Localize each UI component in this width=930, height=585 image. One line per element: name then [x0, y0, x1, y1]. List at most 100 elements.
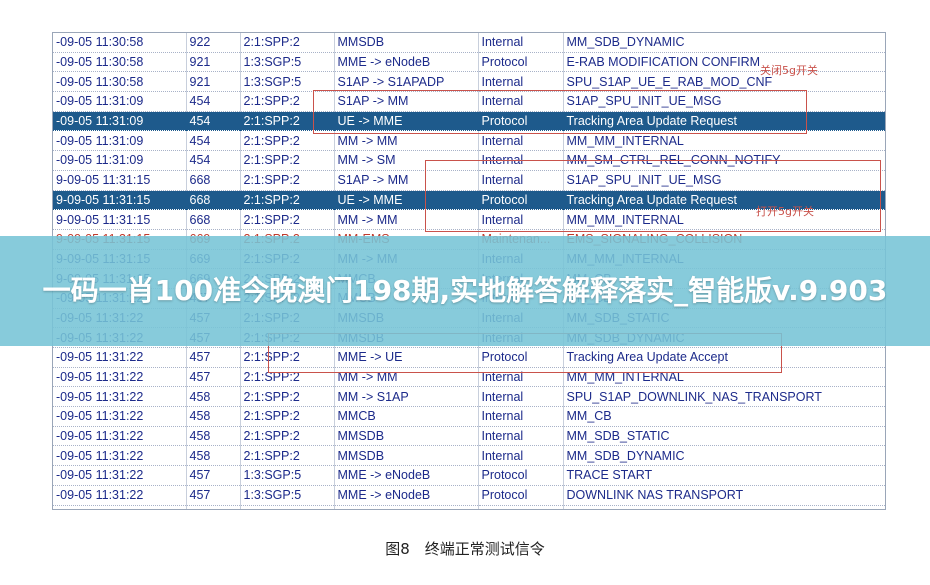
cell-message: DOWNLINK NAS TRANSPORT — [563, 485, 885, 506]
cell-type: Internal — [478, 209, 564, 230]
cell-id: 457 — [186, 347, 241, 368]
cell-type: Internal — [478, 170, 564, 191]
cell-direction: S1AP -> MM — [334, 91, 479, 112]
cell-direction: MM -> MM — [334, 130, 479, 152]
cell-direction: MMSDB — [334, 426, 479, 447]
cell-id: 668 — [186, 190, 241, 211]
cell-time: -09-05 11:31:09 — [53, 130, 187, 152]
cell-type: Protocol — [478, 485, 564, 506]
cell-direction: UE -> MME — [334, 190, 479, 211]
cell-time: -09-05 11:31:22 — [53, 426, 187, 447]
cell-type: Internal — [478, 367, 564, 388]
table-row[interactable]: -09-05 11:30:58 921 1:3:SGP:5 MME -> eNodeB… — [53, 52, 885, 73]
table-row[interactable]: -09-05 11:31:22 458 2:1:SPP:2 MM -> S1AP Int… — [53, 386, 885, 408]
cell-direction: MME -> eNodeB — [334, 485, 479, 506]
cell-id: 454 — [186, 150, 241, 171]
cell-id: 454 — [186, 111, 241, 132]
table-row[interactable]: 9-09-05 11:31:15 668 2:1:SPP:2 MM -> MM Inte… — [53, 209, 885, 230]
cell-direction: S1APADP -> SCTP — [334, 505, 479, 509]
cell-message: MM_SDB_DYNAMIC — [563, 33, 885, 53]
table-row[interactable]: -09-05 11:30:58 922 2:1:SPP:2 MMSDB Internal… — [53, 33, 885, 53]
cell-id: 458 — [186, 406, 241, 427]
cell-port: 2:1:SPP:2 — [240, 386, 335, 408]
cell-type: Internal — [478, 406, 564, 427]
cell-time: -09-05 11:31:09 — [53, 111, 187, 132]
table-row[interactable]: -09-05 11:31:22 457 1:3:SGP:5 MME -> eNodeB… — [53, 485, 885, 506]
cell-type: Internal — [478, 91, 564, 112]
cell-port: 2:1:SPP:2 — [240, 111, 335, 132]
cell-port: 2:1:SPP:2 — [240, 130, 335, 152]
cell-type: Internal — [478, 150, 564, 171]
cell-time: -09-05 11:31:22 — [53, 367, 187, 388]
cell-id: 457 — [186, 465, 241, 486]
cell-message: S1AP_SPU_INIT_UE_MSG — [563, 170, 885, 191]
cell-port: 2:1:SPP:2 — [240, 190, 335, 211]
cell-time: -09-05 11:31:22 — [53, 386, 187, 408]
table-row[interactable]: -09-05 11:31:22 457 1:3:SGP:5 MME -> eNodeB… — [53, 465, 885, 486]
cell-direction: MMSDB — [334, 33, 479, 53]
cell-type: Protocol — [478, 190, 564, 211]
table-row[interactable]: -09-05 11:31:09 454 2:1:SPP:2 MM -> SM Inter… — [53, 150, 885, 171]
table-row[interactable]: -09-05 11:30:58 921 1:3:SGP:5 S1AP -> S1APA… — [53, 71, 885, 93]
cell-message: E-RAB MODIFICATION CONFIRM — [563, 52, 885, 73]
cell-type: Protocol — [478, 111, 564, 132]
cell-message: Tracking Area Update Accept — [563, 347, 885, 368]
cell-direction: UE -> MME — [334, 111, 479, 132]
cell-direction: MME -> eNodeB — [334, 465, 479, 486]
cell-message: SPU_S1AP_UE_E_RAB_MOD_CNF — [563, 71, 885, 93]
cell-id: 921 — [186, 52, 241, 73]
cell-port: 1:3:SGP:5 — [240, 505, 335, 509]
cell-time: -09-05 11:30:58 — [53, 52, 187, 73]
cell-id: 922 — [186, 33, 241, 53]
table-row[interactable]: -09-05 11:31:22 458 2:1:SPP:2 MMSDB Internal… — [53, 445, 885, 467]
banner-title: 一码一肖100准今晚澳门198期,实地解答解释落实_智能版v.9.903 — [42, 274, 888, 307]
cell-type: Internal — [478, 33, 564, 53]
cell-time: -09-05 11:31:22 — [53, 465, 187, 486]
table-row[interactable]: -09-05 11:31:09 454 2:1:SPP:2 MM -> MM Inter… — [53, 130, 885, 152]
table-row[interactable]: -09-05 11:31:09 454 2:1:SPP:2 UE -> MME Prot… — [53, 111, 885, 132]
cell-time: -09-05 11:31:22 — [53, 406, 187, 427]
cell-time: 9-09-05 11:31:15 — [53, 209, 187, 230]
annotation-5g-on: 打开5g开关 — [756, 205, 814, 218]
cell-id: 668 — [186, 170, 241, 191]
cell-direction: MM -> MM — [334, 209, 479, 230]
table-row[interactable]: 9-09-05 11:31:15 668 2:1:SPP:2 UE -> MME Pro… — [53, 190, 885, 211]
cell-id: 921 — [186, 71, 241, 93]
cell-time: 9-09-05 11:31:15 — [53, 190, 187, 211]
cell-direction: MME -> eNodeB — [334, 52, 479, 73]
cell-id: 668 — [186, 209, 241, 230]
cell-type: Internal — [478, 71, 564, 93]
cell-time: -09-05 11:31:22 — [53, 485, 187, 506]
cell-message: MM_SDB_STATIC — [563, 426, 885, 447]
cell-message: S1AP_SPU_INIT_UE_MSG — [563, 91, 885, 112]
table-row[interactable]: 9-09-05 11:31:15 668 2:1:SPP:2 S1AP -> MM In… — [53, 170, 885, 191]
cell-direction: MM -> SM — [334, 150, 479, 171]
cell-type: Internal — [478, 505, 564, 509]
cell-time: -09-05 11:31:09 — [53, 91, 187, 112]
table-row[interactable]: -09-05 11:31:09 454 2:1:SPP:2 S1AP -> MM Int… — [53, 91, 885, 112]
cell-id: 458 — [186, 445, 241, 467]
overlay-banner: 一码一肖100准今晚澳门198期,实地解答解释落实_智能版v.9.903 — [0, 236, 930, 346]
cell-message: MM_CB — [563, 406, 885, 427]
table-row[interactable]: -09-05 11:31:22 457 2:1:SPP:2 MME -> UE Prot… — [53, 347, 885, 368]
cell-port: 2:1:SPP:2 — [240, 426, 335, 447]
cell-port: 2:1:SPP:2 — [240, 445, 335, 467]
cell-port: 2:1:SPP:2 — [240, 406, 335, 427]
cell-port: 2:1:SPP:2 — [240, 150, 335, 171]
cell-port: 2:1:SPP:2 — [240, 347, 335, 368]
cell-direction: MMSDB — [334, 445, 479, 467]
cell-port: 2:1:SPP:2 — [240, 170, 335, 191]
table-row[interactable]: -09-05 11:31:22 458 2:1:SPP:2 MMSDB Internal… — [53, 426, 885, 447]
cell-port: 1:3:SGP:5 — [240, 485, 335, 506]
cell-port: 2:1:SPP:2 — [240, 209, 335, 230]
cell-message: MM_MM_INTERNAL — [563, 367, 885, 388]
cell-direction: MM -> S1AP — [334, 386, 479, 408]
cell-port: 1:3:SGP:5 — [240, 52, 335, 73]
table-row[interactable]: -09-05 11:31:22 457 2:1:SPP:2 MM -> MM Inter… — [53, 367, 885, 388]
cell-time: -09-05 11:31:22 — [53, 445, 187, 467]
cell-message: Tracking Area Update Request — [563, 190, 885, 211]
table-row[interactable]: -09-05 11:31:22 458 2:1:SPP:2 MMCB Internal M… — [53, 406, 885, 427]
cell-direction: MME -> UE — [334, 347, 479, 368]
cell-type: Internal — [478, 426, 564, 447]
